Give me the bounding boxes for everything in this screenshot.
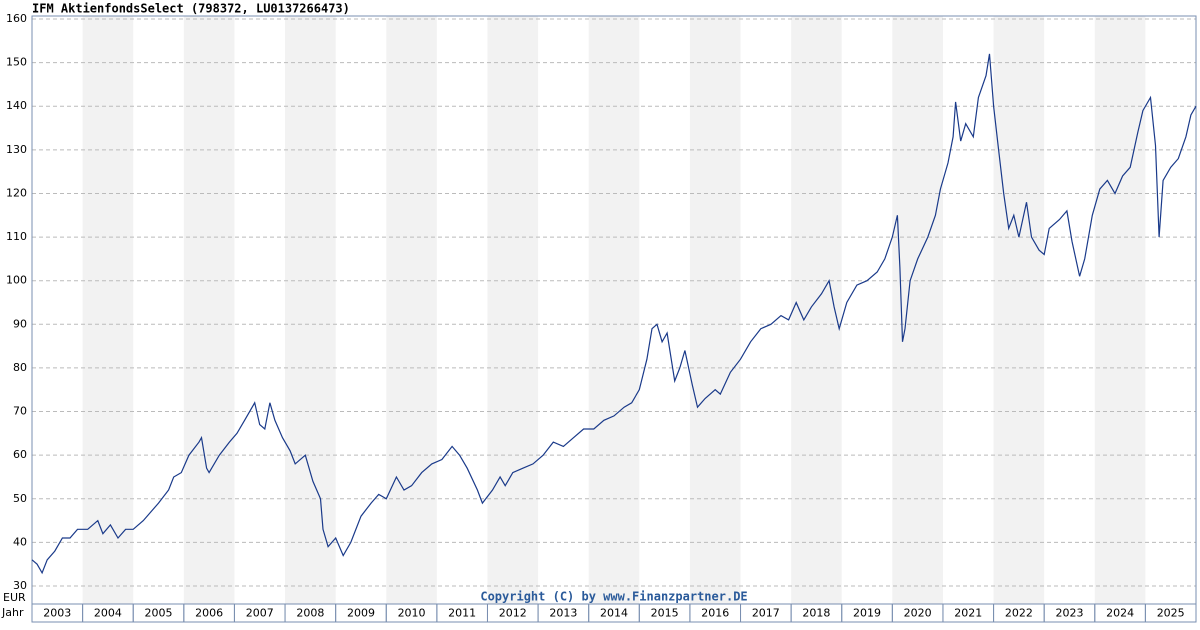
x-tick-label: 2008	[296, 607, 324, 620]
year-band	[791, 16, 842, 604]
x-tick-label: 2004	[94, 607, 122, 620]
year-band	[993, 16, 1045, 604]
x-tick-label: 2025	[1157, 607, 1185, 620]
x-tick-label: 2013	[549, 607, 577, 620]
year-band	[487, 16, 539, 604]
y-tick-label: 160	[6, 12, 27, 25]
x-tick-label: 2010	[398, 607, 426, 620]
x-tick-label: 2014	[600, 607, 628, 620]
y-tick-label: 90	[13, 317, 27, 330]
y-tick-label: 120	[6, 186, 27, 199]
chart-title: IFM AktienfondsSelect (798372, LU0137266…	[32, 2, 350, 16]
y-tick-label: 40	[13, 535, 27, 548]
x-tick-label: 2022	[1005, 607, 1033, 620]
x-tick-label: 2005	[145, 607, 173, 620]
x-tick-label: 2017	[752, 607, 780, 620]
y-tick-label: 60	[13, 448, 27, 461]
x-tick-label: 2011	[448, 607, 476, 620]
x-tick-label: 2003	[43, 607, 71, 620]
x-tick-label: 2018	[802, 607, 830, 620]
copyright: Copyright (C) by www.Finanzpartner.DE	[480, 590, 747, 604]
year-band	[1094, 16, 1146, 604]
y-tick-label: 70	[13, 405, 27, 418]
y-tick-label: 130	[6, 143, 27, 156]
x-tick-label: 2016	[701, 607, 729, 620]
y-tick-label: 100	[6, 274, 27, 287]
x-tick-label: 2007	[246, 607, 274, 620]
y-tick-label: 50	[13, 492, 27, 505]
x-tick-label: 2015	[651, 607, 679, 620]
x-tick-label: 2019	[853, 607, 881, 620]
x-tick-label: 2006	[195, 607, 223, 620]
y-tick-label: 110	[6, 230, 27, 243]
x-tick-label: 2009	[347, 607, 375, 620]
x-tick-label: 2012	[499, 607, 527, 620]
year-band	[386, 16, 437, 604]
year-band	[183, 16, 235, 604]
x-label: Jahr	[1, 606, 24, 619]
x-tick-label: 2020	[904, 607, 932, 620]
y-tick-label: 150	[6, 56, 27, 69]
year-band	[892, 16, 943, 604]
y-tick-label: 30	[13, 579, 27, 592]
year-band	[285, 16, 336, 604]
x-tick-label: 2023	[1055, 607, 1083, 620]
year-band	[588, 16, 640, 604]
plot-frame	[31, 15, 1197, 605]
year-band	[689, 16, 741, 604]
x-tick-label: 2021	[954, 607, 982, 620]
y-tick-label: 140	[6, 99, 27, 112]
y-unit: EUR	[3, 591, 26, 604]
price-line	[31, 53, 1197, 575]
year-band	[82, 16, 134, 604]
x-tick-label: 2024	[1106, 607, 1134, 620]
y-tick-label: 80	[13, 361, 27, 374]
